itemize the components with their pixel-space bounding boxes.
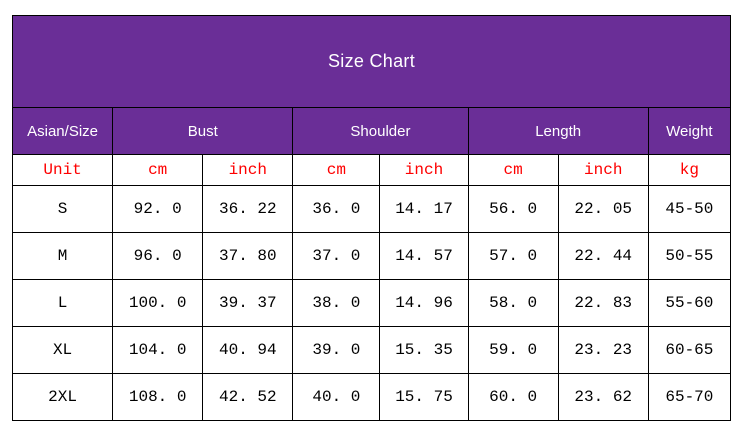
data-cell: 39. 0	[292, 326, 381, 374]
data-cell: 96. 0	[112, 232, 204, 280]
title-banner-row: Size Chart	[12, 15, 731, 108]
data-cell: 15. 35	[379, 326, 469, 374]
unit-cell-bust-cm: cm	[112, 154, 204, 186]
column-header-weight: Weight	[647, 107, 732, 155]
data-cell: 40. 94	[202, 326, 294, 374]
data-cell: 37. 80	[202, 232, 294, 280]
data-cell: 59. 0	[467, 326, 559, 374]
title-banner: Size Chart	[12, 15, 731, 108]
unit-row-label: Unit	[11, 154, 114, 186]
size-label: 2XL	[11, 373, 114, 421]
data-cell: 36. 22	[202, 185, 294, 233]
data-cell: 55-60	[647, 279, 732, 327]
data-cell: 23. 23	[557, 326, 649, 374]
data-cell: 60-65	[647, 326, 732, 374]
data-cell: 22. 05	[557, 185, 649, 233]
unit-cell-length-cm: cm	[467, 154, 559, 186]
table-row-xl: XL 104. 0 40. 94 39. 0 15. 35 59. 0 23. …	[11, 326, 732, 374]
data-cell: 38. 0	[292, 279, 381, 327]
data-cell: 37. 0	[292, 232, 381, 280]
data-cell: 60. 0	[467, 373, 559, 421]
unit-cell-weight-kg: kg	[647, 154, 732, 186]
unit-cell-shoulder-cm: cm	[292, 154, 381, 186]
table-row-2xl: 2XL 108. 0 42. 52 40. 0 15. 75 60. 0 23.…	[11, 373, 732, 421]
data-cell: 56. 0	[467, 185, 559, 233]
size-label: XL	[11, 326, 114, 374]
table-row-m: M 96. 0 37. 80 37. 0 14. 57 57. 0 22. 44…	[11, 232, 732, 280]
data-cell: 36. 0	[292, 185, 381, 233]
data-cell: 100. 0	[112, 279, 204, 327]
data-cell: 14. 17	[379, 185, 469, 233]
data-cell: 40. 0	[292, 373, 381, 421]
unit-cell-shoulder-inch: inch	[379, 154, 469, 186]
data-cell: 57. 0	[467, 232, 559, 280]
data-cell: 58. 0	[467, 279, 559, 327]
data-cell: 23. 62	[557, 373, 649, 421]
data-cell: 92. 0	[112, 185, 204, 233]
unit-cell-bust-inch: inch	[202, 154, 294, 186]
column-header-asian-size: Asian/Size	[11, 107, 114, 155]
data-cell: 42. 52	[202, 373, 294, 421]
size-label: M	[11, 232, 114, 280]
data-cell: 108. 0	[112, 373, 204, 421]
data-cell: 15. 75	[379, 373, 469, 421]
unit-cell-length-inch: inch	[557, 154, 649, 186]
column-header-shoulder: Shoulder	[292, 107, 469, 155]
unit-row: Unit cm inch cm inch cm inch kg	[11, 154, 732, 186]
data-cell: 65-70	[647, 373, 732, 421]
data-cell: 104. 0	[112, 326, 204, 374]
size-label: L	[11, 279, 114, 327]
data-cell: 50-55	[647, 232, 732, 280]
data-cell: 45-50	[647, 185, 732, 233]
data-cell: 14. 96	[379, 279, 469, 327]
column-header-length: Length	[467, 107, 649, 155]
data-cell: 14. 57	[379, 232, 469, 280]
table-row-l: L 100. 0 39. 37 38. 0 14. 96 58. 0 22. 8…	[11, 279, 732, 327]
column-header-bust: Bust	[112, 107, 294, 155]
size-chart-table: Size Chart Asian/Size Bust Shoulder Leng…	[11, 15, 732, 421]
data-cell: 22. 83	[557, 279, 649, 327]
data-cell: 22. 44	[557, 232, 649, 280]
table-row-s: S 92. 0 36. 22 36. 0 14. 17 56. 0 22. 05…	[11, 185, 732, 233]
size-label: S	[11, 185, 114, 233]
data-cell: 39. 37	[202, 279, 294, 327]
column-header-row: Asian/Size Bust Shoulder Length Weight	[11, 107, 732, 155]
page-title: Size Chart	[327, 51, 416, 71]
